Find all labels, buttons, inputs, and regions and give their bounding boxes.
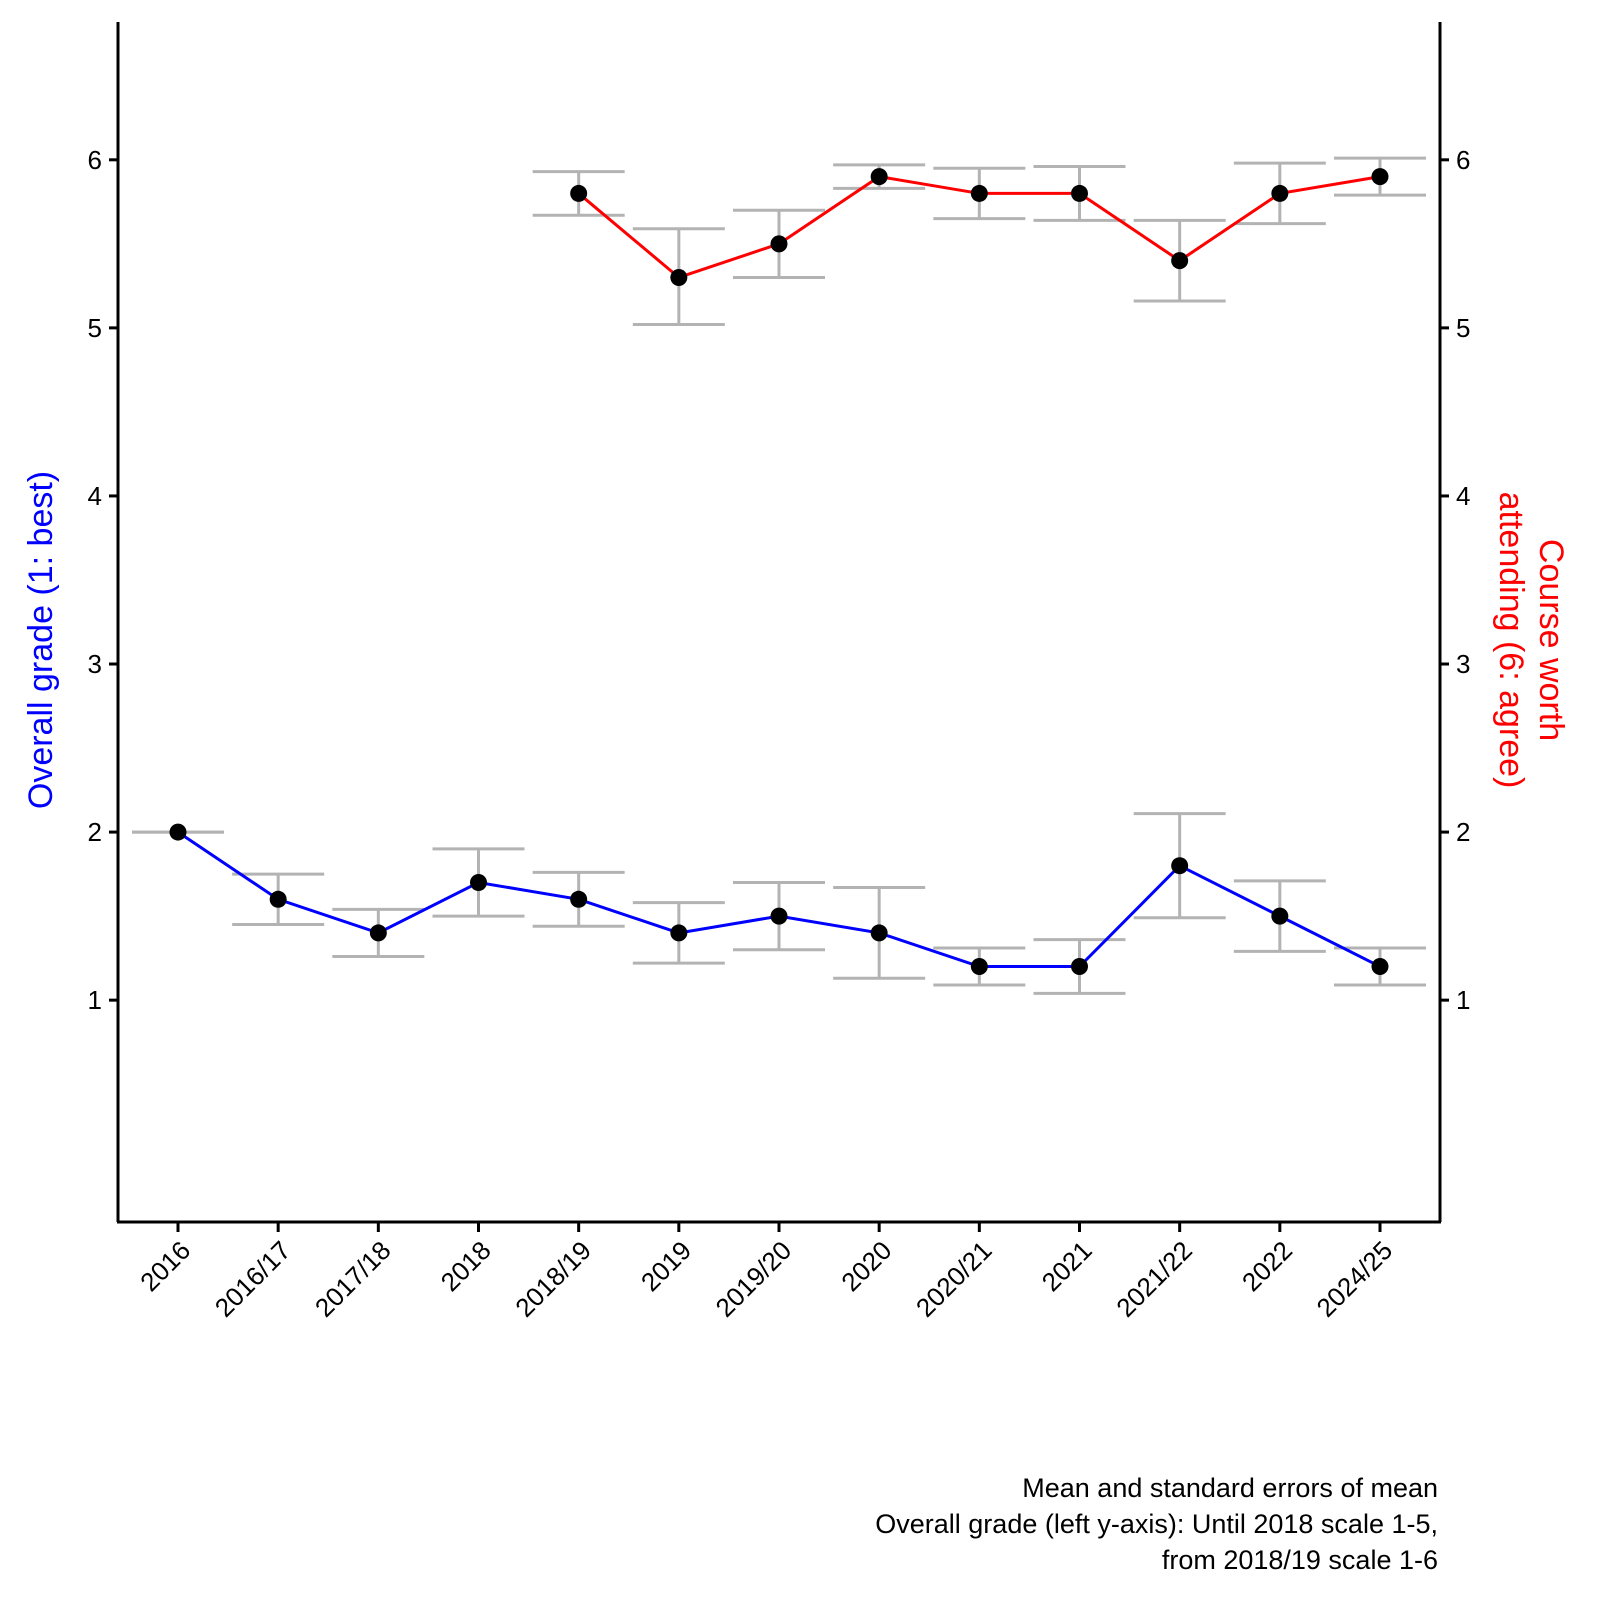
overall-grade-point [1071,958,1088,976]
x-tick-label: 2018/19 [509,1235,597,1323]
right-y-tick-label: 5 [1456,313,1470,343]
x-tick-label: 2019/20 [710,1235,798,1323]
x-tick-label: 2021 [1036,1235,1098,1297]
caption-line-3: from 2018/19 scale 1-6 [1162,1545,1438,1575]
left-y-axis-title: Overall grade (1: best) [22,471,60,809]
overall-grade-point [770,907,788,925]
course-worth-point [1171,252,1189,270]
course-worth-point [970,184,988,202]
x-tick-label: 2016/17 [209,1235,297,1323]
error-bars [132,156,1426,995]
right-y-axis-title: Course worth attending (6: agree) [1492,492,1570,789]
overall-grade-point [1171,857,1189,875]
course-worth-point [770,235,788,253]
course-worth-point [1371,168,1389,186]
right-y-tick-label: 4 [1456,481,1470,511]
x-tick-label: 2018 [435,1235,497,1297]
overall-grade-point [570,890,588,908]
overall-grade-point [269,890,287,908]
left-y-tick-label: 1 [88,985,102,1015]
x-tick-label: 2016 [134,1235,196,1297]
x-axis-ticks: 2016 2016/17 2017/18 2018 2018/19 2019 2019/20… [134,1222,1398,1323]
right-y-axis-title-line-1: Course worth [1532,539,1570,741]
left-y-tick-label: 2 [88,817,102,847]
course-worth-point [1271,184,1289,202]
caption-line-1: Mean and standard errors of mean [1022,1473,1438,1503]
x-tick-label: 2021/22 [1110,1235,1198,1323]
left-y-tick-label: 4 [88,481,102,511]
series-lines [177,175,1381,969]
overall-grade-point [169,823,187,841]
caption-line-2: Overall grade (left y-axis): Until 2018 … [875,1509,1438,1539]
x-tick-label: 2017/18 [309,1235,397,1323]
course-worth-point [670,268,688,286]
left-y-axis-ticks: 1 2 3 4 5 6 [88,145,118,1015]
course-worth-point [870,168,888,186]
left-y-tick-label: 6 [88,145,102,175]
right-y-tick-label: 3 [1456,649,1470,679]
left-y-tick-label: 5 [88,313,102,343]
data-points [169,168,1389,976]
course-worth-point [570,184,588,202]
right-y-tick-label: 1 [1456,985,1470,1015]
overall-grade-point [970,958,988,976]
overall-grade-point [670,924,688,942]
course-worth-point [1071,184,1088,202]
right-y-tick-label: 6 [1456,145,1470,175]
x-tick-label: 2022 [1236,1235,1298,1297]
overall-grade-point [1371,958,1389,976]
x-tick-label: 2024/25 [1311,1235,1399,1323]
right-y-axis-title-line-2: attending (6: agree) [1492,492,1530,789]
overall-grade-point [369,924,387,942]
overall-grade-point [470,874,487,892]
overall-grade-point [870,924,888,942]
x-tick-label: 2020 [835,1235,897,1297]
right-y-axis-ticks: 1 2 3 4 5 6 [1440,145,1470,1015]
right-y-tick-label: 2 [1456,817,1470,847]
x-tick-label: 2020/21 [910,1235,998,1323]
caption: Mean and standard errors of mean Overall… [875,1473,1438,1575]
left-y-tick-label: 3 [88,649,102,679]
overall-grade-point [1271,907,1289,925]
x-tick-label: 2019 [635,1235,697,1297]
